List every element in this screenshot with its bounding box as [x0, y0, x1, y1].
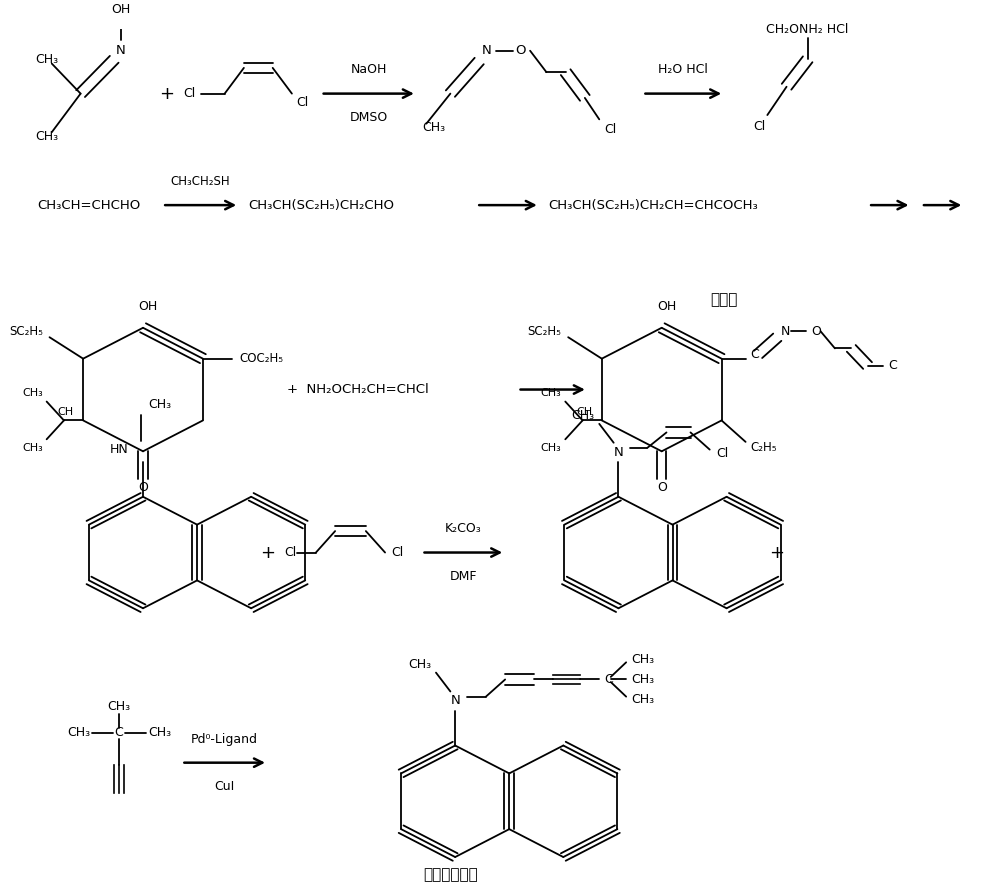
Text: OH: OH: [657, 299, 676, 313]
Text: CH₃: CH₃: [422, 122, 446, 134]
Text: COC₂H₅: COC₂H₅: [239, 352, 283, 365]
Text: Cl: Cl: [604, 123, 616, 136]
Text: CH₃CH(SC₂H₅)CH₂CHO: CH₃CH(SC₂H₅)CH₂CHO: [249, 198, 395, 212]
Text: O: O: [515, 44, 526, 57]
Text: CH₂ONH₂ HCl: CH₂ONH₂ HCl: [766, 22, 849, 36]
Text: CH₃CH₂SH: CH₃CH₂SH: [171, 175, 230, 188]
Text: Cl: Cl: [754, 120, 766, 132]
Text: 盐酸特比萘芬: 盐酸特比萘芬: [423, 866, 478, 881]
Text: SC₂H₅: SC₂H₅: [528, 325, 561, 338]
Text: +: +: [160, 85, 175, 103]
Text: +: +: [769, 544, 784, 561]
Text: Pd⁰-Ligand: Pd⁰-Ligand: [191, 732, 258, 746]
Text: CH₃: CH₃: [35, 130, 59, 143]
Text: K₂CO₃: K₂CO₃: [445, 522, 482, 536]
Text: CH₃: CH₃: [541, 443, 561, 453]
Text: C: C: [115, 726, 123, 739]
Text: O: O: [811, 325, 821, 338]
Text: CH₃: CH₃: [148, 398, 171, 410]
Text: C: C: [604, 673, 613, 686]
Text: SC₂H₅: SC₂H₅: [9, 325, 43, 338]
Text: C: C: [750, 348, 759, 361]
Text: CH: CH: [57, 407, 74, 417]
Text: NaOH: NaOH: [351, 63, 387, 77]
Text: CH₃CH=CHCHO: CH₃CH=CHCHO: [37, 198, 141, 212]
Text: Cl: Cl: [716, 447, 729, 460]
Text: C: C: [889, 359, 897, 372]
Text: CH₃: CH₃: [408, 657, 431, 670]
Text: CH₃: CH₃: [631, 693, 654, 705]
Text: N: N: [614, 446, 623, 459]
Text: CH₃: CH₃: [148, 726, 171, 739]
Text: OH: OH: [111, 3, 131, 16]
Text: N: N: [116, 44, 126, 57]
Text: OH: OH: [138, 299, 157, 313]
Text: CH₃: CH₃: [67, 726, 90, 739]
Text: CH₃: CH₃: [631, 654, 654, 666]
Text: Cl: Cl: [284, 546, 297, 559]
Text: C₂H₅: C₂H₅: [750, 442, 777, 454]
Text: CH₃: CH₃: [22, 443, 43, 453]
Text: CH: CH: [576, 407, 592, 417]
Text: +  NH₂OCH₂CH=CHCl: + NH₂OCH₂CH=CHCl: [287, 383, 429, 396]
Text: N: N: [781, 325, 791, 338]
Text: Cl: Cl: [184, 87, 196, 100]
Text: +: +: [260, 544, 275, 561]
Text: Cl: Cl: [297, 96, 309, 109]
Text: DMF: DMF: [450, 569, 477, 583]
Text: N: N: [450, 695, 460, 707]
Text: Cl: Cl: [391, 546, 403, 559]
Text: HN: HN: [110, 443, 129, 456]
Text: CuI: CuI: [215, 780, 235, 793]
Text: CH₃: CH₃: [35, 53, 59, 66]
Text: H₂O HCl: H₂O HCl: [658, 63, 708, 77]
Text: DMSO: DMSO: [350, 111, 388, 123]
Text: CH₃: CH₃: [107, 700, 131, 713]
Text: O: O: [138, 481, 148, 493]
Text: O: O: [657, 481, 667, 493]
Text: CH₃: CH₃: [541, 388, 561, 398]
Text: CH₃: CH₃: [631, 673, 654, 686]
Text: CH₃CH(SC₂H₅)CH₂CH=CHCOCH₃: CH₃CH(SC₂H₅)CH₂CH=CHCOCH₃: [548, 198, 758, 212]
Text: CH₃: CH₃: [22, 388, 43, 398]
Text: CH₃: CH₃: [571, 409, 594, 422]
Text: N: N: [482, 44, 492, 57]
Text: 烯草酮: 烯草酮: [710, 292, 738, 307]
